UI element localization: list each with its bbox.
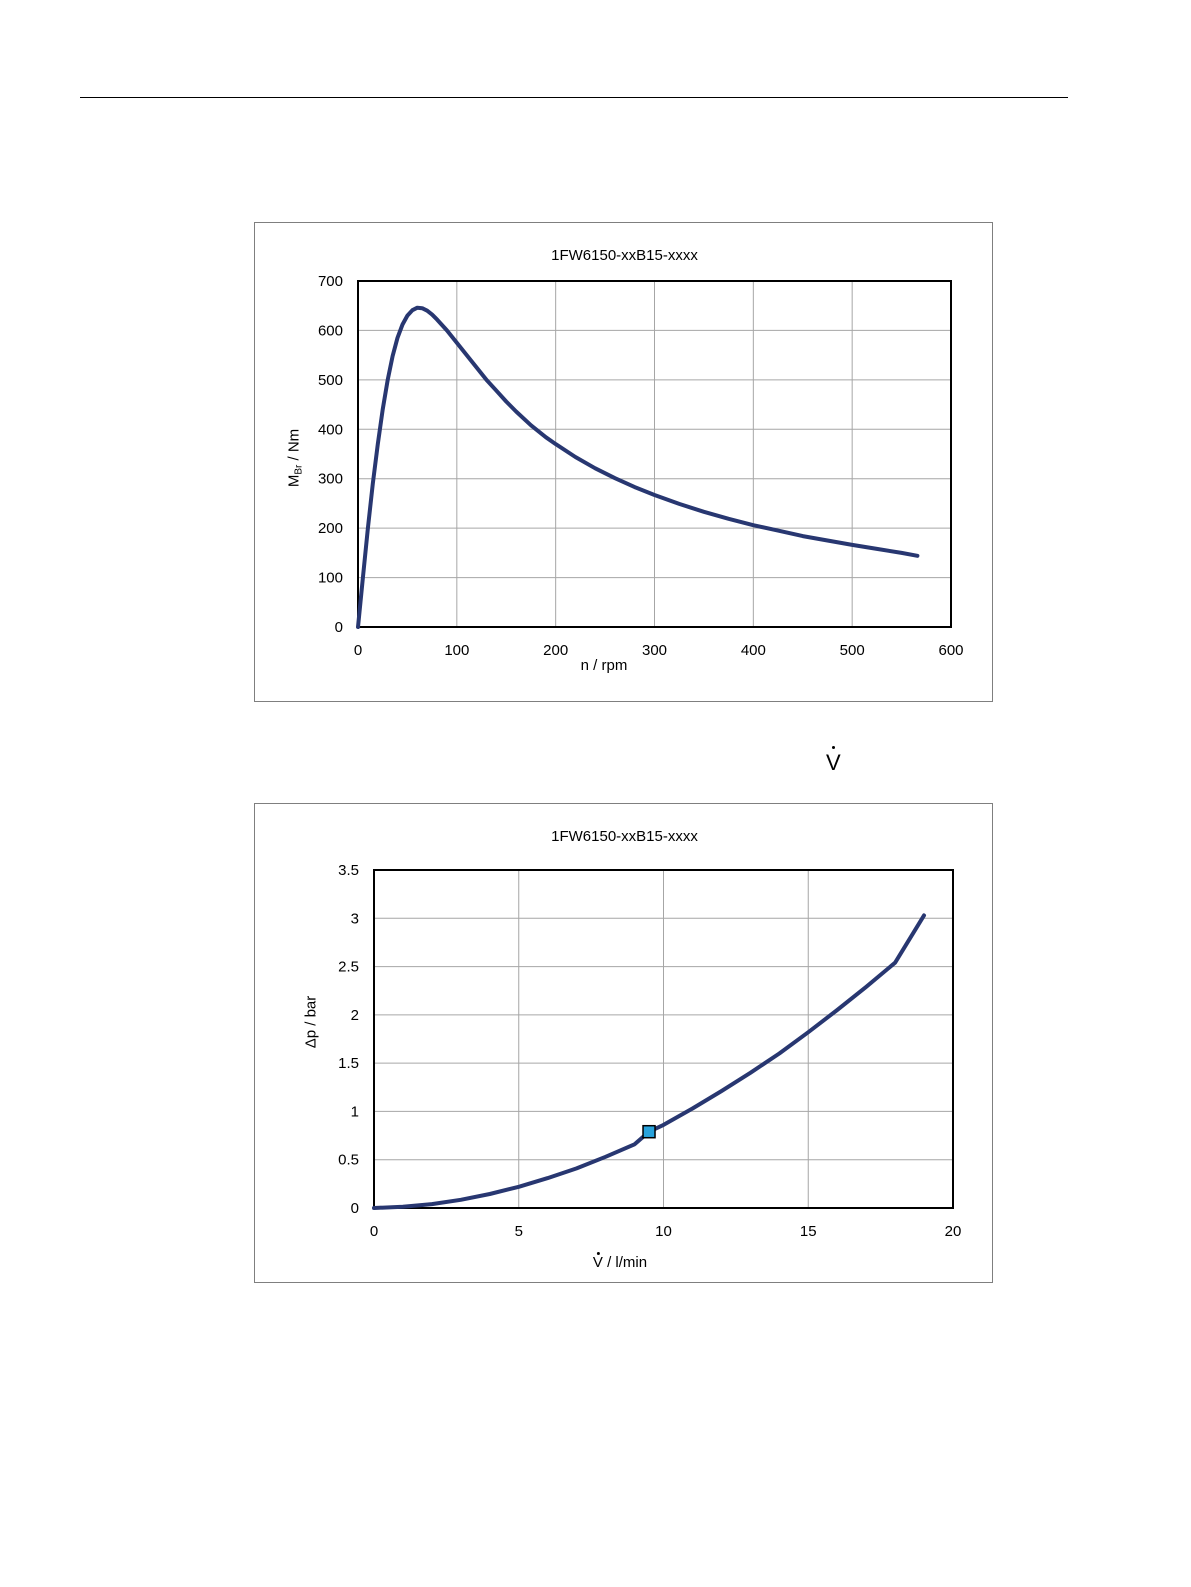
chart1-ylabel-sub: Br	[293, 464, 305, 475]
chart1-x-tick-label: 0	[354, 642, 362, 659]
chart1-ylabel-rest: / Nm	[285, 428, 303, 465]
chart2-y-tick-label: 2	[351, 1007, 359, 1024]
chart1-y-axis-label: MBr / Nm	[286, 429, 305, 487]
chart2-plot-area	[373, 869, 954, 1209]
chart1-series-line-0	[356, 305, 920, 629]
chart2-title: 1FW6150-xxB15-xxxx	[551, 828, 698, 845]
chart2-xlabel-symbol: V	[592, 1252, 603, 1271]
chart1-x-tick-label: 200	[543, 642, 568, 659]
pressure-drop-plot: 0 5 10 15 20 0 0.5 1 1.5 2 2.5 3 3.5	[338, 862, 962, 1240]
chart1-y-tick-label: 300	[318, 471, 343, 488]
chart2-x-tick-label: 15	[800, 1223, 817, 1240]
chart1-x-tick-label: 100	[444, 642, 469, 659]
chart2-x-tick-label: 20	[945, 1223, 962, 1240]
volume-flow-symbol: V	[826, 746, 841, 778]
chart1-x-tick-label: 600	[938, 642, 963, 659]
braking-torque-chart: 0 100 200 300 400 500 600 0 100 200 300 400 500 600 70…	[254, 222, 993, 702]
chart2-y-tick-label: 3.5	[338, 862, 359, 879]
chart2-xlabel-rest: / l/min	[602, 1254, 648, 1271]
chart1-ylabel-main: M	[285, 474, 303, 488]
chart1-x-axis-label: n / rpm	[580, 657, 628, 674]
chart2-x-axis-label: V / l/min	[592, 1252, 648, 1271]
chart2-y-tick-label: 1	[351, 1103, 359, 1120]
chart1-y-tick-label: 100	[318, 570, 343, 587]
chart1-y-tick-label: 200	[318, 520, 343, 537]
chart1-y-tick-label: 0	[335, 619, 343, 636]
chart1-x-tick-label: 500	[840, 642, 865, 659]
chart1-plot-area	[357, 280, 952, 628]
chart1-x-tick-label: 400	[741, 642, 766, 659]
chart2-y-axis-label: Δp / bar	[302, 995, 320, 1049]
chart2-y-tick-label: 2.5	[338, 959, 359, 976]
chart1-y-tick-label: 700	[318, 273, 343, 290]
chart2-y-tick-label: 0.5	[338, 1152, 359, 1169]
chart1-y-tick-label: 400	[318, 421, 343, 438]
chart2-x-tick-label: 10	[655, 1223, 672, 1240]
chart2-series-line-0	[372, 913, 926, 1210]
chart2-x-tick-label: 5	[515, 1223, 523, 1240]
chart2-y-tick-label: 1.5	[338, 1055, 359, 1072]
pressure-drop-chart: 0 5 10 15 20 0 0.5 1 1.5 2 2.5 3 3.5 1FW6150-xxB15-x…	[254, 803, 993, 1283]
chart1-y-tick-label: 500	[318, 372, 343, 389]
chart2-y-tick-label: 0	[351, 1200, 359, 1217]
v-dot-glyph: V	[826, 746, 841, 778]
chart2-x-tick-label: 0	[370, 1223, 378, 1240]
chart2-y-tick-label: 3	[351, 910, 359, 927]
chart1-y-tick-label: 600	[318, 322, 343, 339]
chart1-title: 1FW6150-xxB15-xxxx	[551, 247, 698, 264]
chart2-data-marker-0	[642, 1124, 656, 1139]
header-rule	[80, 97, 1068, 98]
chart1-x-tick-label: 300	[642, 642, 667, 659]
braking-torque-plot: 0 100 200 300 400 500 600 0 100 200 300 400 500 600 70…	[318, 273, 964, 659]
